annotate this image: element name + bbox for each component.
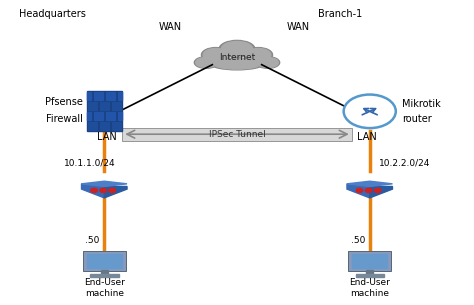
Text: .50: .50 bbox=[351, 236, 365, 246]
Bar bbox=[356, 274, 384, 277]
Ellipse shape bbox=[194, 57, 218, 68]
Bar bbox=[88, 102, 97, 110]
Text: router: router bbox=[402, 114, 432, 124]
Ellipse shape bbox=[214, 59, 260, 69]
Bar bbox=[122, 128, 352, 141]
Bar bbox=[348, 251, 391, 271]
Text: WAN: WAN bbox=[287, 23, 310, 32]
Bar bbox=[94, 112, 103, 120]
Polygon shape bbox=[104, 186, 127, 198]
Circle shape bbox=[365, 188, 372, 192]
Bar bbox=[100, 102, 109, 110]
Bar bbox=[87, 254, 122, 268]
Polygon shape bbox=[82, 181, 127, 186]
Ellipse shape bbox=[244, 48, 273, 62]
Bar bbox=[111, 122, 120, 130]
Ellipse shape bbox=[219, 40, 255, 57]
Ellipse shape bbox=[196, 57, 217, 68]
Ellipse shape bbox=[203, 48, 228, 61]
Text: LAN: LAN bbox=[97, 132, 117, 142]
Text: Headquarters: Headquarters bbox=[19, 9, 86, 19]
Bar bbox=[86, 92, 122, 131]
Bar bbox=[366, 270, 373, 274]
Text: Mikrotik: Mikrotik bbox=[402, 99, 441, 109]
Text: Pfsense: Pfsense bbox=[45, 97, 83, 107]
Bar bbox=[352, 254, 387, 268]
Polygon shape bbox=[82, 184, 104, 198]
Ellipse shape bbox=[211, 58, 263, 70]
Text: End-User
machine: End-User machine bbox=[84, 278, 125, 298]
Polygon shape bbox=[347, 184, 370, 198]
Text: Internet: Internet bbox=[219, 53, 255, 63]
Circle shape bbox=[91, 188, 97, 192]
Ellipse shape bbox=[257, 57, 278, 68]
Bar bbox=[101, 270, 108, 274]
Bar bbox=[86, 92, 91, 100]
Ellipse shape bbox=[256, 57, 280, 68]
Text: Branch-1: Branch-1 bbox=[318, 9, 362, 19]
Circle shape bbox=[109, 188, 116, 192]
Bar bbox=[111, 102, 120, 110]
Bar bbox=[118, 112, 122, 120]
Bar bbox=[118, 92, 122, 100]
Text: IPSec Tunnel: IPSec Tunnel bbox=[209, 130, 265, 139]
Bar bbox=[106, 112, 115, 120]
Bar bbox=[100, 122, 109, 130]
Text: End-User
machine: End-User machine bbox=[349, 278, 390, 298]
Bar bbox=[90, 274, 118, 277]
Ellipse shape bbox=[201, 48, 230, 62]
Circle shape bbox=[374, 188, 381, 192]
Circle shape bbox=[344, 95, 396, 128]
Text: LAN: LAN bbox=[357, 132, 377, 142]
Ellipse shape bbox=[246, 48, 271, 61]
Bar bbox=[106, 92, 115, 100]
Circle shape bbox=[100, 188, 107, 192]
Bar bbox=[88, 122, 97, 130]
Ellipse shape bbox=[221, 41, 253, 56]
Polygon shape bbox=[347, 181, 392, 186]
Text: .50: .50 bbox=[85, 236, 100, 246]
Bar bbox=[83, 251, 126, 271]
Text: 10.1.1.0/24: 10.1.1.0/24 bbox=[64, 159, 116, 168]
Bar bbox=[94, 92, 103, 100]
Text: WAN: WAN bbox=[159, 23, 182, 32]
Bar bbox=[86, 112, 91, 120]
Polygon shape bbox=[370, 186, 392, 198]
Text: 10.2.2.0/24: 10.2.2.0/24 bbox=[379, 159, 430, 168]
Text: Firewall: Firewall bbox=[46, 114, 83, 124]
Circle shape bbox=[356, 188, 363, 192]
